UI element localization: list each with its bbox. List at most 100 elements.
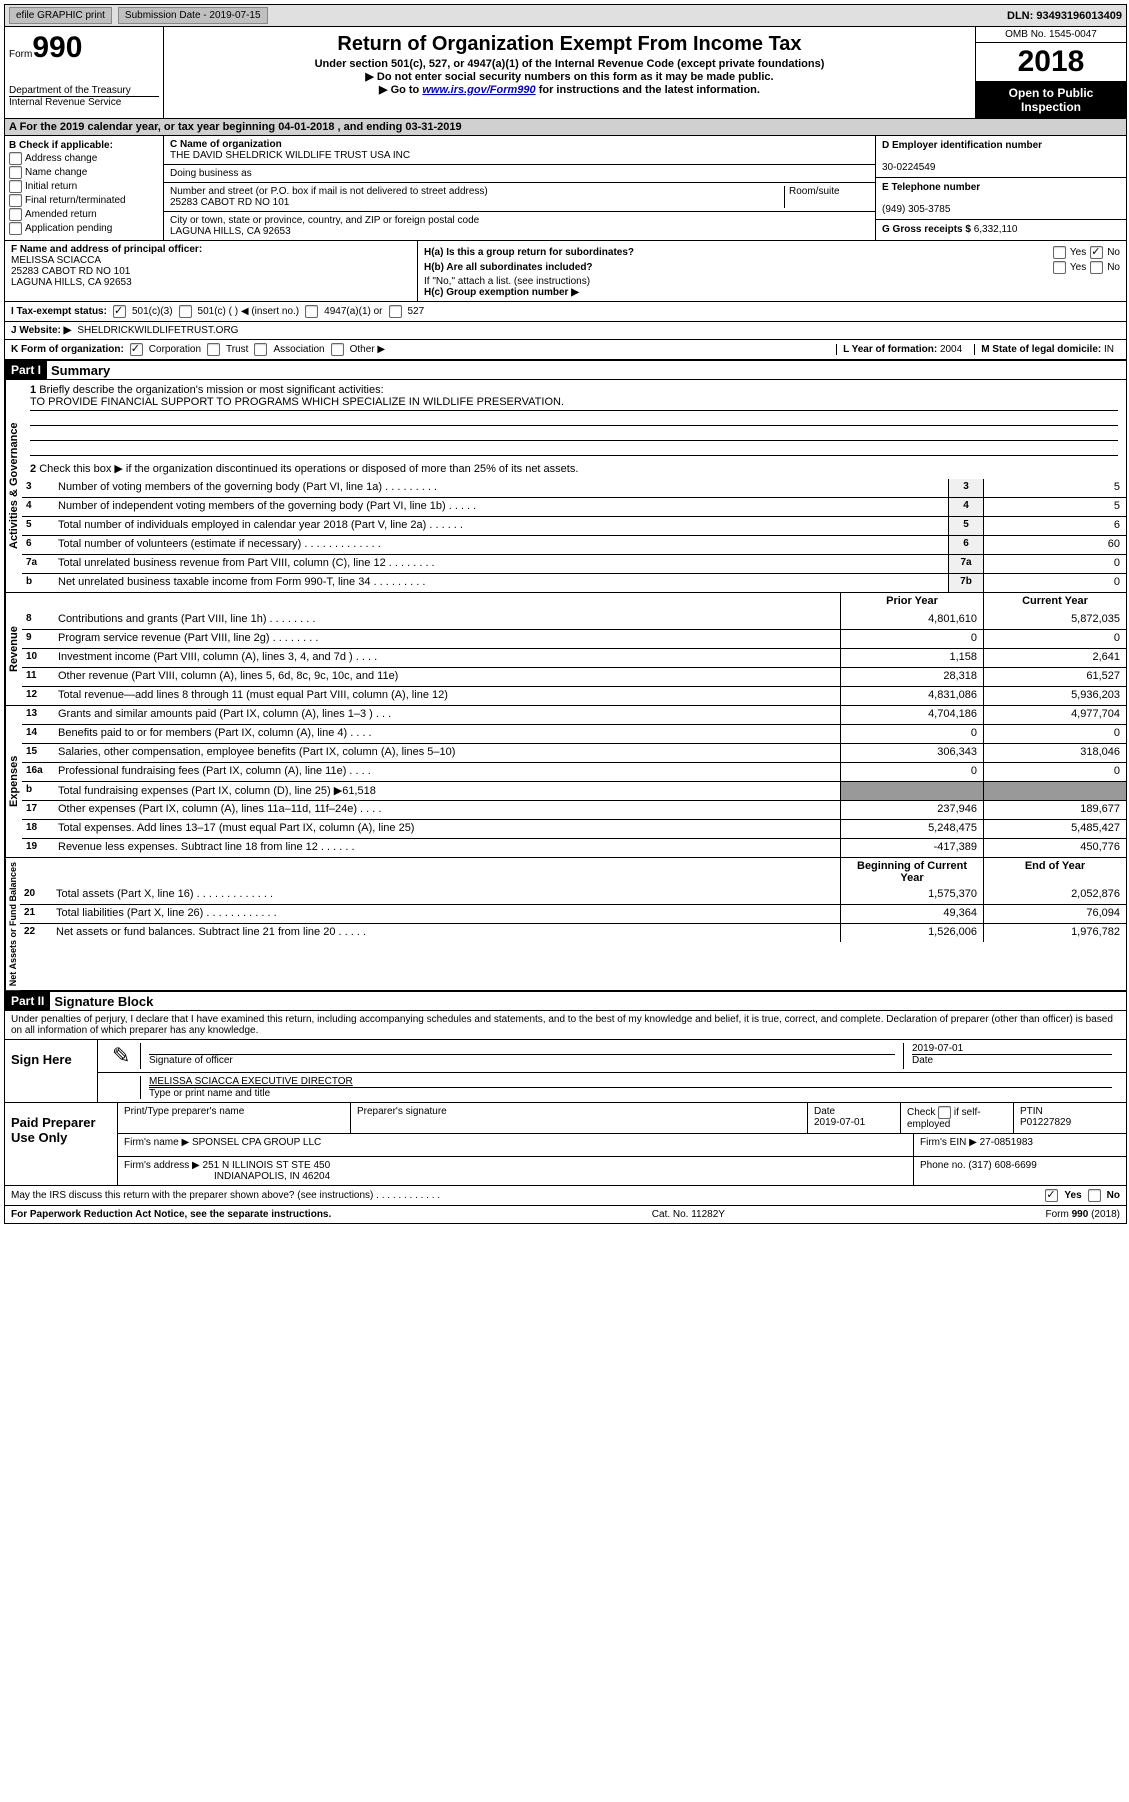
declaration: Under penalties of perjury, I declare th… [5,1011,1126,1040]
phone-label: E Telephone number [882,182,980,193]
part2-header-row: Part II Signature Block [5,991,1126,1011]
gov-row: bNet unrelated business taxable income f… [22,573,1126,592]
website-value: SHELDRICKWILDLIFETRUST.ORG [77,325,238,336]
end-year-header: End of Year [983,858,1126,886]
street-label: Number and street (or P.O. box if mail i… [170,186,488,197]
h-sig: Preparer's signature [351,1103,808,1133]
form-990: efile GRAPHIC print Submission Date - 20… [4,4,1127,1224]
firm-addr2: INDIANAPOLIS, IN 46204 [214,1171,330,1182]
sign-name: MELISSA SCIACCA EXECUTIVE DIRECTOR [149,1076,353,1087]
discuss-no[interactable] [1088,1189,1101,1202]
opt-corp: Corporation [149,344,201,355]
year-form-label: L Year of formation: [843,344,937,355]
data-row: 8Contributions and grants (Part VIII, li… [22,611,1126,629]
ha-yes[interactable] [1053,246,1066,259]
form-header: Form990 Department of the Treasury Inter… [5,27,1126,119]
data-row: 13Grants and similar amounts paid (Part … [22,706,1126,724]
sign-here-label: Sign Here [5,1040,98,1102]
chk-initial[interactable] [9,180,22,193]
tax-year: 2018 [976,43,1126,82]
data-row: 14Benefits paid to or for members (Part … [22,724,1126,743]
gov-row: 3Number of voting members of the governi… [22,479,1126,497]
governance-label: Activities & Governance [5,380,22,592]
part2-badge: Part II [5,992,50,1010]
chk-address[interactable] [9,152,22,165]
prior-year-header: Prior Year [840,593,983,611]
officer-name: MELISSA SCIACCA [11,255,101,266]
lbl-pending: Application pending [25,223,112,234]
note-ssn: ▶ Do not enter social security numbers o… [168,70,971,83]
dln: DLN: 93493196013409 [1007,10,1122,22]
gov-row: 7aTotal unrelated business revenue from … [22,554,1126,573]
lbl-address: Address change [25,153,97,164]
opt-assoc: Association [273,344,324,355]
data-row: 22Net assets or fund balances. Subtract … [20,923,1126,942]
open-public: Open to Public Inspection [976,82,1126,118]
part1-header-row: Part I Summary [5,360,1126,380]
begin-year-header: Beginning of Current Year [840,858,983,886]
netassets-label: Net Assets or Fund Balances [5,858,20,990]
data-row: 20Total assets (Part X, line 16) . . . .… [20,886,1126,904]
data-row: 10Investment income (Part VIII, column (… [22,648,1126,667]
q2: Check this box ▶ if the organization dis… [39,463,578,475]
officer-addr1: 25283 CABOT RD NO 101 [11,266,130,277]
hb-no[interactable] [1090,261,1103,274]
opt-527: 527 [408,306,425,317]
sign-block: Sign Here ✎ Signature of officer 2019-07… [5,1040,1126,1103]
chk-name[interactable] [9,166,22,179]
chk-trust[interactable] [207,343,220,356]
footer-right: Form 990 (2018) [1046,1209,1120,1220]
data-row: 12Total revenue—add lines 8 through 11 (… [22,686,1126,705]
hb-yes[interactable] [1053,261,1066,274]
opt-other: Other ▶ [350,344,385,355]
room-label: Room/suite [784,186,869,208]
street: 25283 CABOT RD NO 101 [170,197,289,208]
chk-501c3[interactable] [113,305,126,318]
h-ptin: PTIN [1020,1106,1043,1117]
paid-prep-label: Paid Preparer Use Only [5,1103,118,1185]
chk-amended[interactable] [9,208,22,221]
hc-label: H(c) Group exemption number ▶ [424,287,1120,298]
opt-trust: Trust [226,344,248,355]
data-row: 9Program service revenue (Part VIII, lin… [22,629,1126,648]
chk-self[interactable] [938,1106,951,1119]
chk-final[interactable] [9,194,22,207]
opt-501c: 501(c) ( ) ◀ (insert no.) [198,306,300,317]
efile-btn[interactable]: efile GRAPHIC print [9,7,112,24]
chk-527[interactable] [389,305,402,318]
chk-assoc[interactable] [254,343,267,356]
irs-link[interactable]: www.irs.gov/Form990 [422,84,535,96]
ha-no[interactable] [1090,246,1103,259]
chk-corp[interactable] [130,343,143,356]
sign-name-label: Type or print name and title [149,1087,1112,1099]
h-check: Check if self-employed [901,1103,1014,1133]
ein-phone: D Employer identification number 30-0224… [875,136,1126,240]
chk-501c[interactable] [179,305,192,318]
section-a-year: A For the 2019 calendar year, or tax yea… [5,119,1126,136]
city: LAGUNA HILLS, CA 92653 [170,226,291,237]
firm: SPONSEL CPA GROUP LLC [192,1137,321,1148]
firm-ein-label: Firm's EIN ▶ [920,1137,977,1148]
part1-title: Summary [47,363,110,378]
netassets-section: Net Assets or Fund Balances Beginning of… [5,858,1126,991]
data-row: 17Other expenses (Part IX, column (A), l… [22,800,1126,819]
chk-pending[interactable] [9,222,22,235]
officer-label: F Name and address of principal officer: [11,244,202,255]
firm-phone-label: Phone no. [920,1160,966,1171]
h-print: Print/Type preparer's name [118,1103,351,1133]
submission-date: Submission Date - 2019-07-15 [118,7,268,24]
governance-section: Activities & Governance 1 Briefly descri… [5,380,1126,593]
chk-other[interactable] [331,343,344,356]
part1-badge: Part I [5,361,47,379]
state: IN [1104,344,1114,355]
check-applicable: B Check if applicable: Address change Na… [5,136,164,240]
discuss-yes[interactable] [1045,1189,1058,1202]
chk-4947[interactable] [305,305,318,318]
form-subtitle: Under section 501(c), 527, or 4947(a)(1)… [168,58,971,70]
gov-row: 5Total number of individuals employed in… [22,516,1126,535]
revenue-section: Revenue Prior Year Current Year 8Contrib… [5,593,1126,706]
lbl-amended: Amended return [25,209,97,220]
form-number: Form990 [9,31,159,65]
ein-label: D Employer identification number [882,140,1042,151]
expenses-label: Expenses [5,706,22,857]
